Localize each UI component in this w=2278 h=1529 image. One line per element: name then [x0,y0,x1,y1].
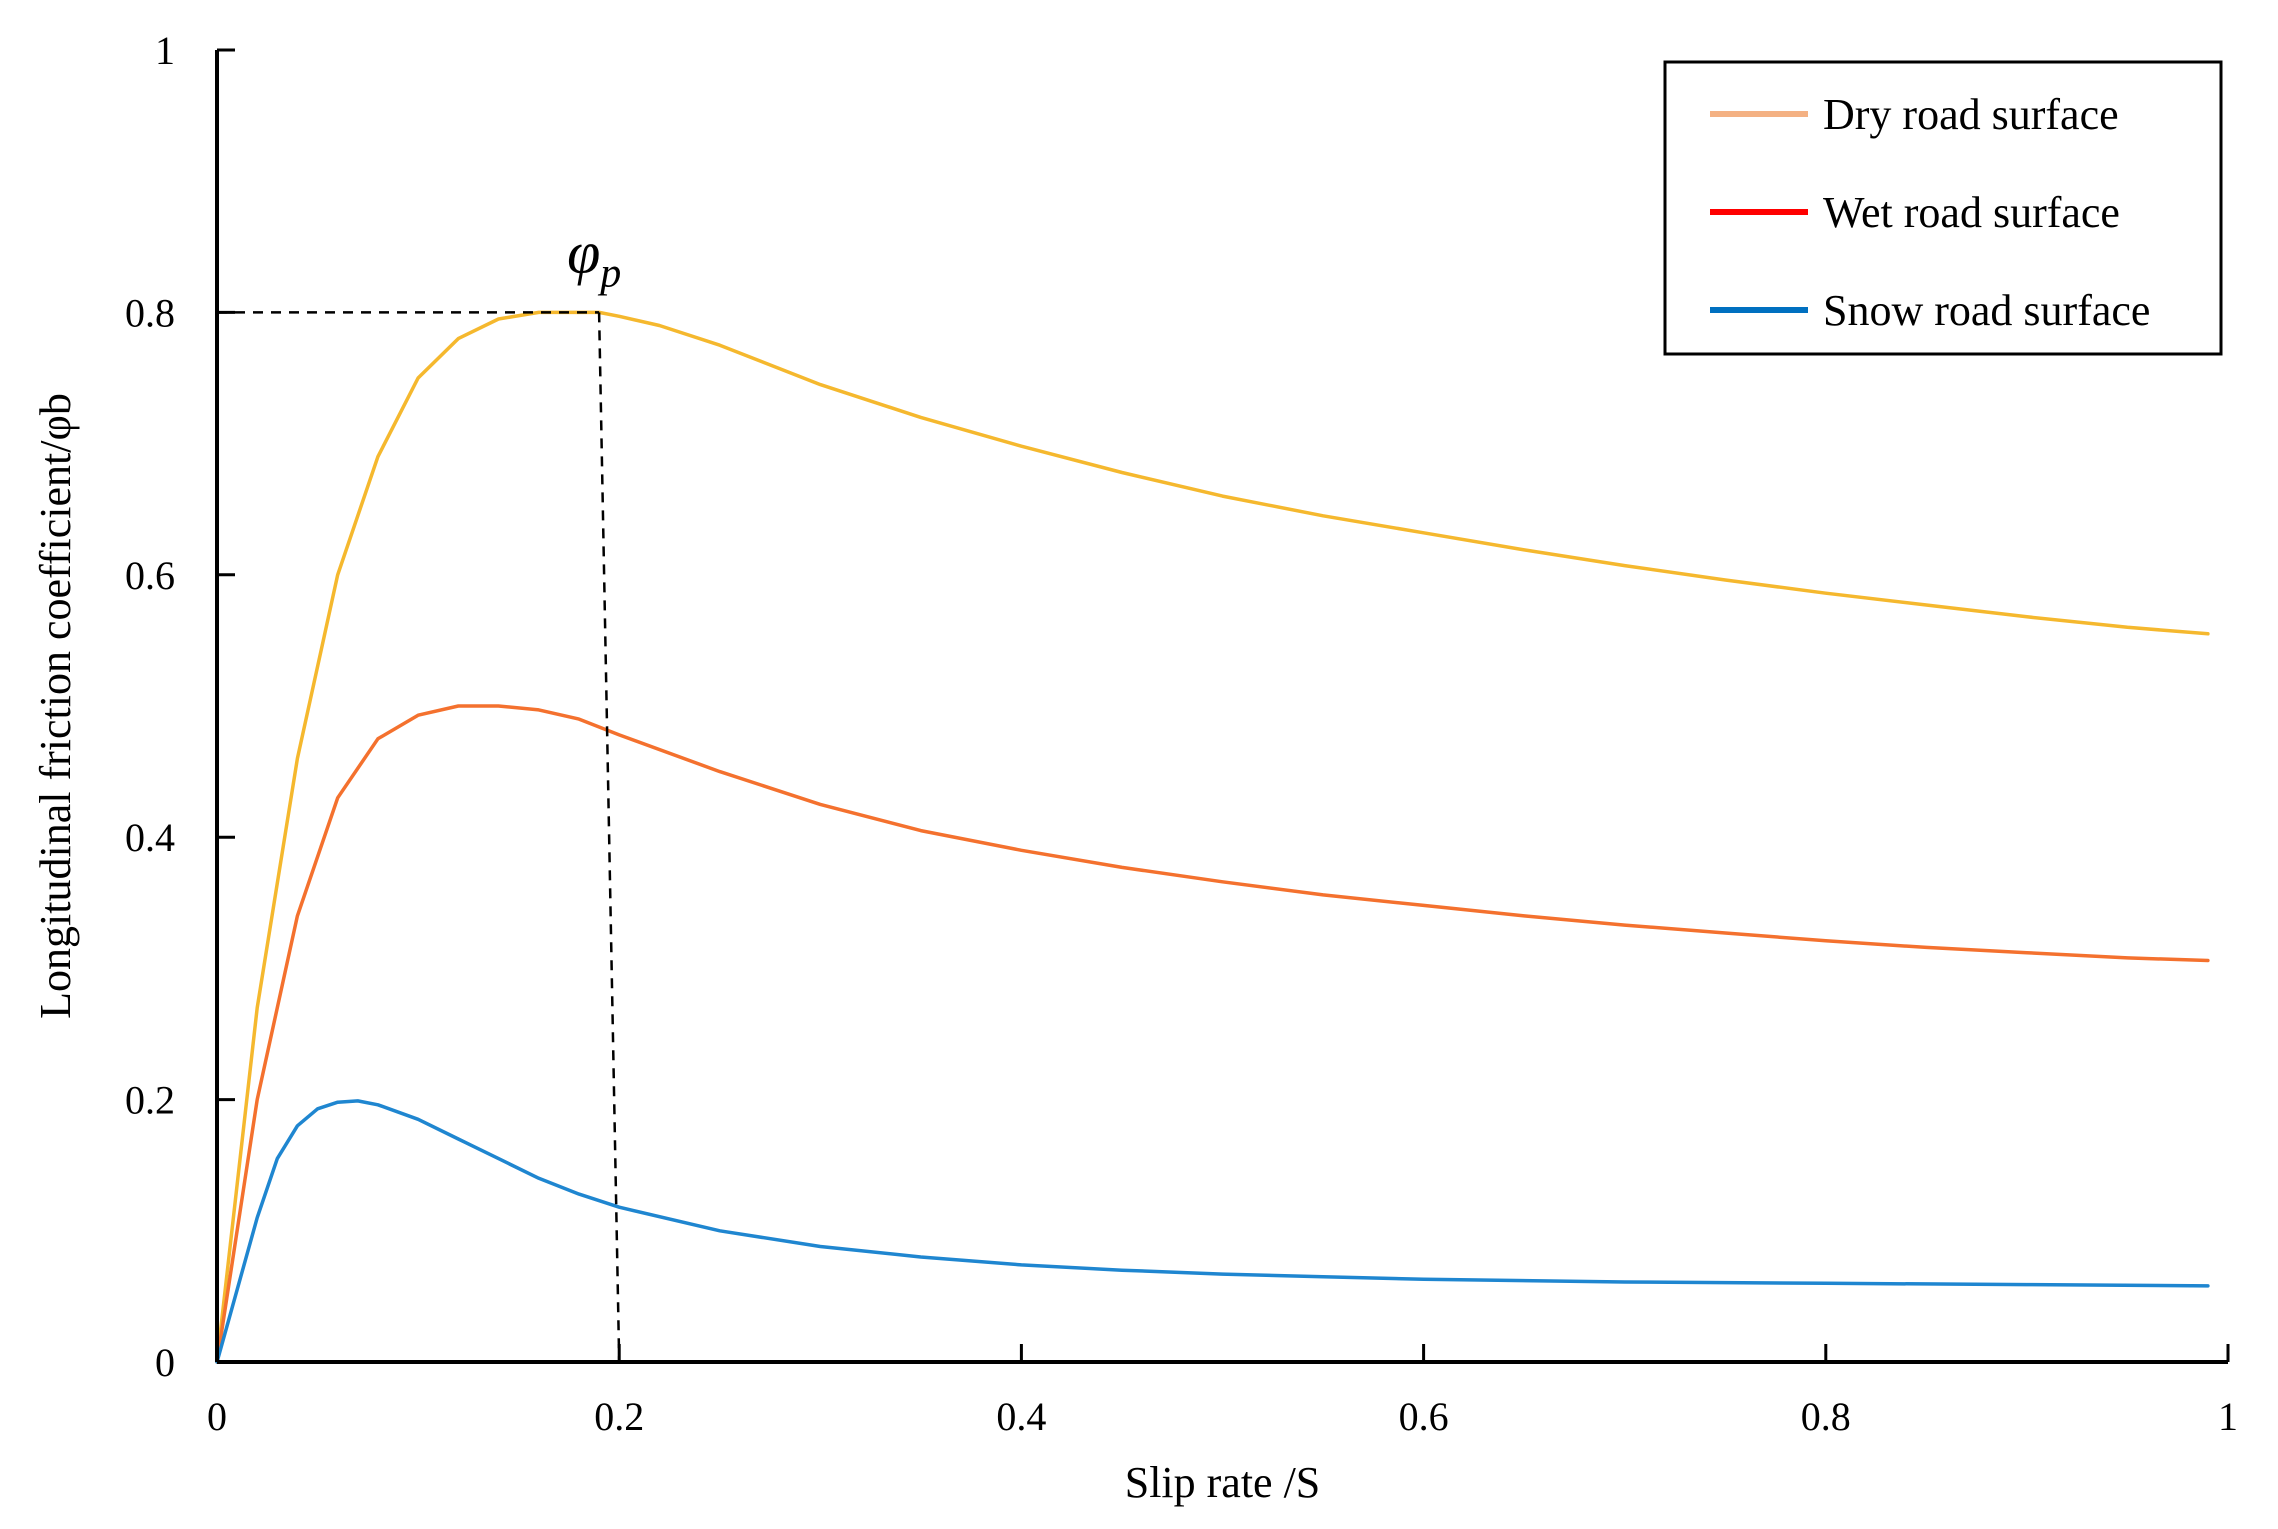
legend-layer: Dry road surface Wet road surface Snow roa… [1663,60,2223,356]
y-tick-label-2: 0.4 [125,815,175,860]
y-tick-label-0: 0 [155,1340,175,1385]
y-tick-label-4: 0.8 [125,290,175,335]
x-tick-label-1: 0.2 [594,1394,644,1439]
x-tick-label-2: 0.4 [996,1394,1046,1439]
x-tick-label-0: 0 [207,1394,227,1439]
series-line-3 [215,1099,2210,1364]
peak-annotation-label: φp [567,219,621,296]
axes-layer: 0 0.2 0.4 0.6 0.8 1 0 0.2 0.4 0.6 0.8 1 Slip rate /S… [31,28,2238,1507]
peak-vertical-guide [597,312,621,1363]
y-tick-label-3: 0.6 [125,553,175,598]
legend-box [1663,60,2223,356]
x-tick-label-3: 0.6 [1399,1394,1449,1439]
legend-label-1: Dry road surface [1823,90,2119,139]
x-tick-label-5: 1 [2218,1394,2238,1439]
series-layer [215,310,2210,1364]
y-axis-title: Longitudinal friction coefficient/φb [31,393,80,1019]
legend-label-3: Snow road surface [1823,286,2150,335]
y-tick-label-5: 1 [155,28,175,73]
legend-label-2: Wet road surface [1823,188,2120,237]
y-tick-label-1: 0.2 [125,1078,175,1123]
series-line-1 [215,310,2210,1364]
x-tick-label-4: 0.8 [1801,1394,1851,1439]
series-line-2 [215,704,2210,1364]
x-axis-title: Slip rate /S [1125,1458,1321,1507]
annotation-layer: φp [217,219,621,1363]
